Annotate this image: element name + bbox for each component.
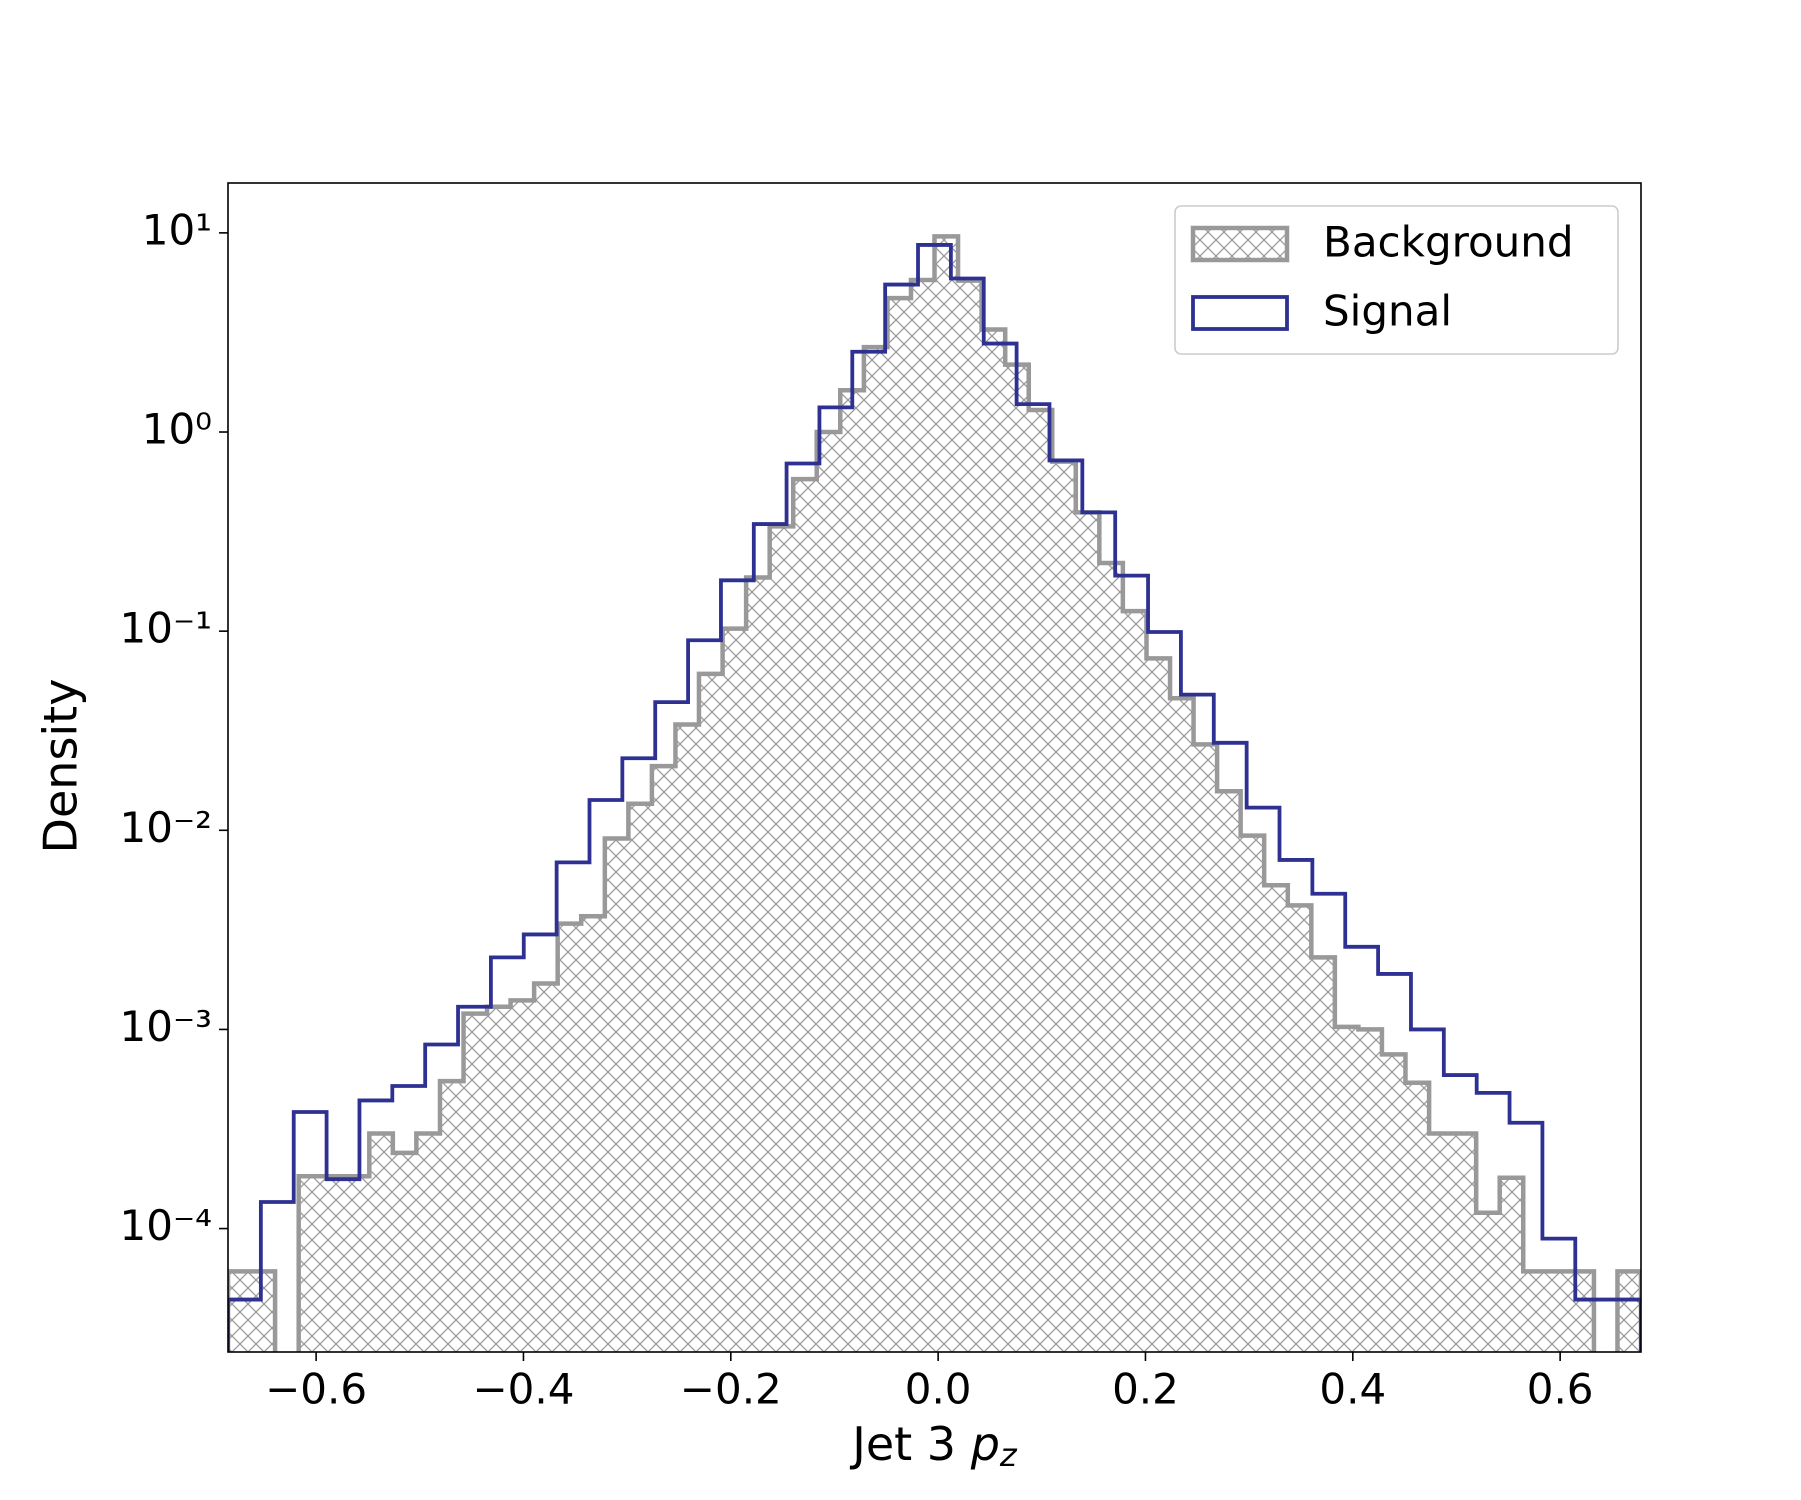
bar [1617,1271,1641,1352]
bar [1381,1054,1406,1352]
bar [487,1006,511,1352]
bar [1429,1133,1453,1352]
axes-frame [227,182,1642,1353]
legend-label: Signal [1323,287,1452,336]
bar [887,298,911,1352]
bar [934,236,959,1352]
bar [1546,1271,1571,1352]
bar [440,1081,464,1352]
bar [1311,957,1335,1352]
step-outline [228,234,1641,1352]
bar [416,1133,441,1352]
bar [228,1271,252,1352]
bar [1146,658,1171,1352]
bar [1217,791,1241,1352]
bar [392,1152,417,1352]
y-axis-label: Density [34,679,88,854]
bar [345,1176,370,1352]
bar [675,724,699,1352]
y-tick-label: 10⁻⁴ [120,1201,212,1250]
bar [793,479,817,1352]
bar [698,673,723,1352]
bar [910,279,935,1352]
y-tick-label: 10⁻¹ [120,604,212,653]
bar [557,923,582,1352]
step-outline [228,243,1641,1352]
bar [1240,835,1265,1352]
bar [322,1176,346,1352]
bar [1287,905,1312,1352]
bar [1005,364,1029,1352]
x-tick-label: 0.2 [1112,1365,1179,1414]
bar [1405,1082,1430,1352]
x-tick-label: 0.6 [1527,1365,1594,1414]
x-axis-label: Jet 3 pz [849,1417,1018,1475]
y-tick-label: 10⁻² [120,803,212,852]
bar [863,347,888,1352]
legend-label: Background [1323,218,1574,267]
bar [1499,1177,1524,1352]
bar [1099,562,1123,1352]
plot-area [228,234,1641,1352]
bar [651,766,676,1352]
bar [628,803,652,1352]
x-tick-label: −0.6 [265,1365,367,1414]
bar [769,526,794,1352]
bar [746,577,770,1352]
bar [581,916,605,1352]
legend-swatch [1190,225,1290,263]
bar [251,1271,276,1352]
y-tick-label: 10⁻³ [120,1002,212,1051]
bar [298,1176,323,1352]
x-tick-label: 0.0 [905,1365,972,1414]
bar [1523,1271,1547,1352]
bar [840,390,864,1352]
bar [510,1000,535,1352]
bar [534,983,558,1352]
bar [958,280,982,1352]
bar [1452,1133,1477,1352]
legend-swatch [1191,295,1289,331]
bar [722,628,747,1352]
x-tick-label: 0.4 [1319,1365,1386,1414]
bar [1170,698,1194,1352]
bar [1264,885,1288,1352]
bar [816,432,841,1352]
bar [1193,744,1218,1352]
bar [1028,409,1053,1352]
bar [1334,1026,1359,1352]
bar [604,838,629,1352]
bar [1358,1029,1382,1352]
y-tick-label: 10⁰ [142,405,212,454]
bar [463,1013,488,1352]
bar [1122,611,1147,1352]
bar [1052,461,1076,1352]
x-tick-label: −0.2 [680,1365,782,1414]
bar [1476,1212,1500,1352]
bar [369,1133,393,1352]
bar [1075,512,1100,1352]
x-tick-label: −0.4 [472,1365,574,1414]
bar [981,329,1006,1352]
y-tick-label: 10¹ [142,205,212,254]
